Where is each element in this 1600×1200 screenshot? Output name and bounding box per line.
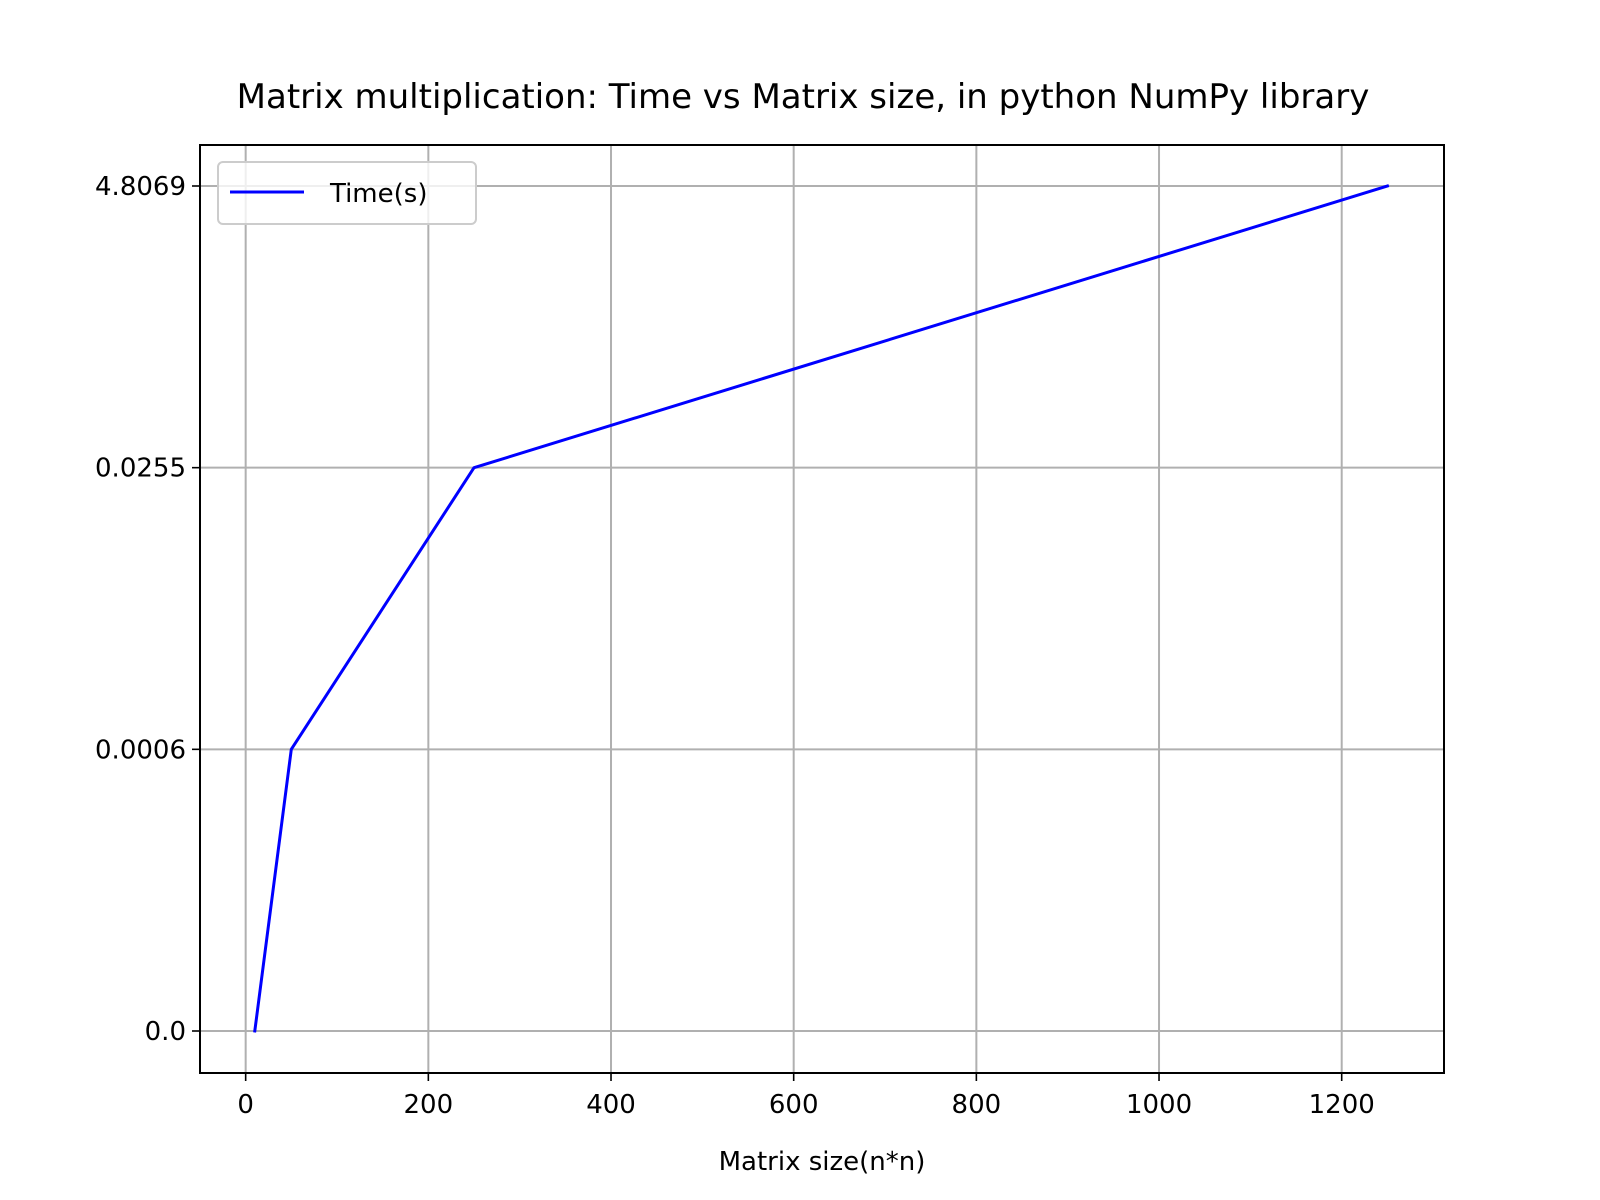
x-tick-label: 200 xyxy=(404,1090,454,1120)
series-lines xyxy=(253,184,1390,1033)
y-ticks: 0.0 0.0006 0.0255 4.8069 xyxy=(95,172,200,1047)
y-tick-label: 0.0255 xyxy=(95,454,186,484)
chart-title: Matrix multiplication: Time vs Matrix si… xyxy=(237,77,1370,117)
grid xyxy=(200,145,1444,1073)
x-tick-label: 1000 xyxy=(1126,1090,1192,1120)
x-tick-label: 800 xyxy=(952,1090,1002,1120)
legend: Time(s) xyxy=(217,161,477,225)
legend-box xyxy=(217,161,477,225)
y-tick-label: 4.8069 xyxy=(95,172,186,202)
series-line-time xyxy=(253,184,1390,1033)
y-tick-label: 0.0 xyxy=(145,1017,186,1047)
plot-frame xyxy=(199,144,1445,1074)
y-tick-label: 0.0006 xyxy=(95,735,186,765)
x-tick-label: 400 xyxy=(586,1090,636,1120)
x-tick-label: 1200 xyxy=(1309,1090,1375,1120)
x-ticks: 0 200 400 600 800 1000 1200 xyxy=(237,1073,1375,1120)
x-tick-label: 600 xyxy=(769,1090,819,1120)
plot-area xyxy=(200,145,1444,1073)
legend-label-time: Time(s) xyxy=(329,179,427,209)
x-tick-label: 0 xyxy=(237,1090,254,1120)
x-axis-label: Matrix size(n*n) xyxy=(719,1147,926,1177)
